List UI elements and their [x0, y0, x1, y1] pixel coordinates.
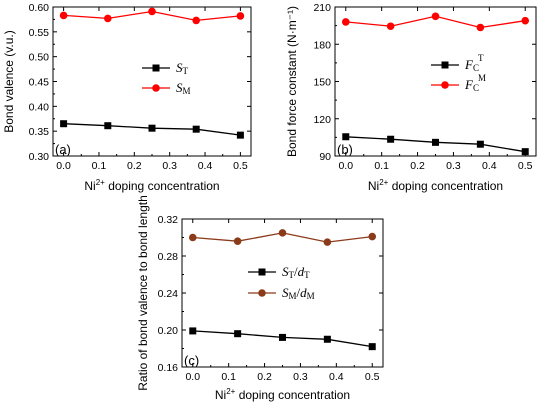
x-tick-label: 0.4: [198, 160, 213, 172]
y-tick-label: 0.24: [158, 288, 179, 300]
x-tick-label: 0.3: [162, 160, 177, 172]
y-tick-label: 150: [313, 77, 331, 89]
x-tick-label: 0.1: [221, 371, 236, 383]
y-tick-label: 0.20: [158, 325, 179, 337]
x-axis-label: Ni2+ doping concentration: [215, 387, 350, 402]
y-tick-label: 0.55: [29, 27, 50, 39]
x-tick-label: 0.4: [329, 371, 344, 383]
x-tick-label: 0.3: [293, 371, 308, 383]
y-tick-label: 0.28: [158, 251, 179, 263]
x-tick-label: 0.2: [127, 160, 142, 172]
legend-marker-circle: [152, 84, 160, 92]
legend-label: SM: [176, 80, 191, 96]
panel-label: (a): [55, 142, 71, 157]
data-point-square: [236, 131, 244, 139]
y-axis-label: Bond force constant (N·m⁻¹): [285, 6, 299, 157]
data-point-circle: [341, 18, 350, 26]
plot-frame: [334, 6, 537, 157]
plot-frame: [52, 6, 252, 157]
data-point-circle: [278, 229, 287, 237]
y-tick-label: 0.16: [158, 362, 179, 374]
y-axis-label: Bond valence (v.u.): [2, 30, 16, 133]
panel-label: (b): [337, 142, 353, 157]
data-point-circle: [386, 22, 395, 31]
data-point-square: [148, 124, 156, 132]
data-point-circle: [476, 23, 485, 32]
y-tick-label: 0.50: [29, 52, 50, 64]
legend-label: SM/dM: [282, 285, 315, 301]
x-axis-label: Ni2+ doping concentration: [84, 178, 219, 193]
x-tick-label: 0.0: [185, 371, 200, 383]
data-point-square: [234, 330, 242, 338]
legend-marker-square: [441, 61, 449, 69]
legend-marker-square: [258, 268, 266, 276]
x-tick-label: 0.2: [257, 371, 272, 383]
y-tick-label: 210: [313, 2, 331, 14]
data-point-square: [189, 327, 197, 335]
x-tick-label: 0.1: [374, 160, 389, 172]
data-point-circle: [233, 237, 242, 245]
chart-panel-2: 0.0 0.1 0.2 0.3 0.4 0.5 90 120 150 180 210 (b) Bond …: [285, 2, 537, 193]
data-point-circle: [188, 233, 197, 242]
data-point-circle: [104, 14, 112, 23]
data-point-circle: [521, 16, 530, 25]
y-tick-label: 120: [313, 114, 331, 126]
x-tick-label: 0.0: [338, 160, 353, 172]
y-tick-label: 0.32: [158, 214, 179, 226]
y-tick-label: 0.35: [29, 126, 50, 138]
legend-marker-circle: [441, 81, 449, 89]
x-tick-label: 0.5: [365, 371, 380, 383]
x-tick-label: 0.5: [233, 160, 248, 172]
legend-label: ST/dT: [282, 264, 310, 280]
data-point-square: [279, 333, 286, 341]
legend-marker-circle: [258, 289, 266, 297]
legend-label: FCT: [464, 53, 484, 73]
x-tick-label: 0.0: [56, 160, 71, 172]
data-point-square: [60, 120, 68, 128]
data-point-circle: [368, 232, 377, 241]
data-point-square: [476, 140, 484, 148]
data-point-square: [368, 343, 376, 351]
data-point-circle: [192, 16, 200, 25]
x-axis-label: Ni2+ doping concentration: [368, 178, 503, 193]
legend-marker-square: [152, 64, 160, 72]
x-tick-label: 0.3: [446, 160, 461, 172]
data-point-square: [387, 135, 395, 143]
x-tick-label: 0.5: [518, 160, 533, 172]
data-point-circle: [323, 238, 332, 246]
data-point-square: [323, 335, 331, 343]
data-point-square: [521, 148, 529, 156]
data-point-square: [432, 138, 439, 146]
panel-label: (c): [184, 353, 199, 368]
data-point-square: [342, 133, 350, 141]
y-tick-label: 0.30: [29, 151, 50, 163]
data-point-circle: [148, 7, 156, 16]
data-point-square: [192, 125, 200, 133]
data-point-square: [104, 122, 112, 130]
x-tick-label: 0.4: [482, 160, 497, 172]
y-tick-label: 0.45: [29, 77, 50, 89]
chart-panel-3: 0.0 0.1 0.2 0.3 0.4 0.5 0.16 0.20 0.24 0.28 0.32 (c…: [136, 195, 384, 402]
y-tick-label: 180: [313, 39, 331, 51]
data-point-circle: [236, 12, 245, 20]
legend-label: FCM: [464, 73, 486, 93]
data-point-circle: [59, 11, 68, 20]
y-axis-label: Ratio of bond valence to bond length: [136, 195, 150, 390]
chart-panel-1: 0.0 0.1 0.2 0.3 0.4 0.5 0.30 0.35 0.40 0.45 0.50 0.…: [2, 2, 252, 193]
x-tick-label: 0.1: [92, 160, 107, 172]
y-tick-label: 0.40: [29, 101, 50, 113]
data-point-circle: [431, 12, 440, 21]
y-tick-label: 0.60: [29, 2, 50, 14]
y-tick-label: 90: [319, 151, 331, 163]
x-tick-label: 0.2: [410, 160, 425, 172]
legend-label: ST: [176, 60, 189, 76]
